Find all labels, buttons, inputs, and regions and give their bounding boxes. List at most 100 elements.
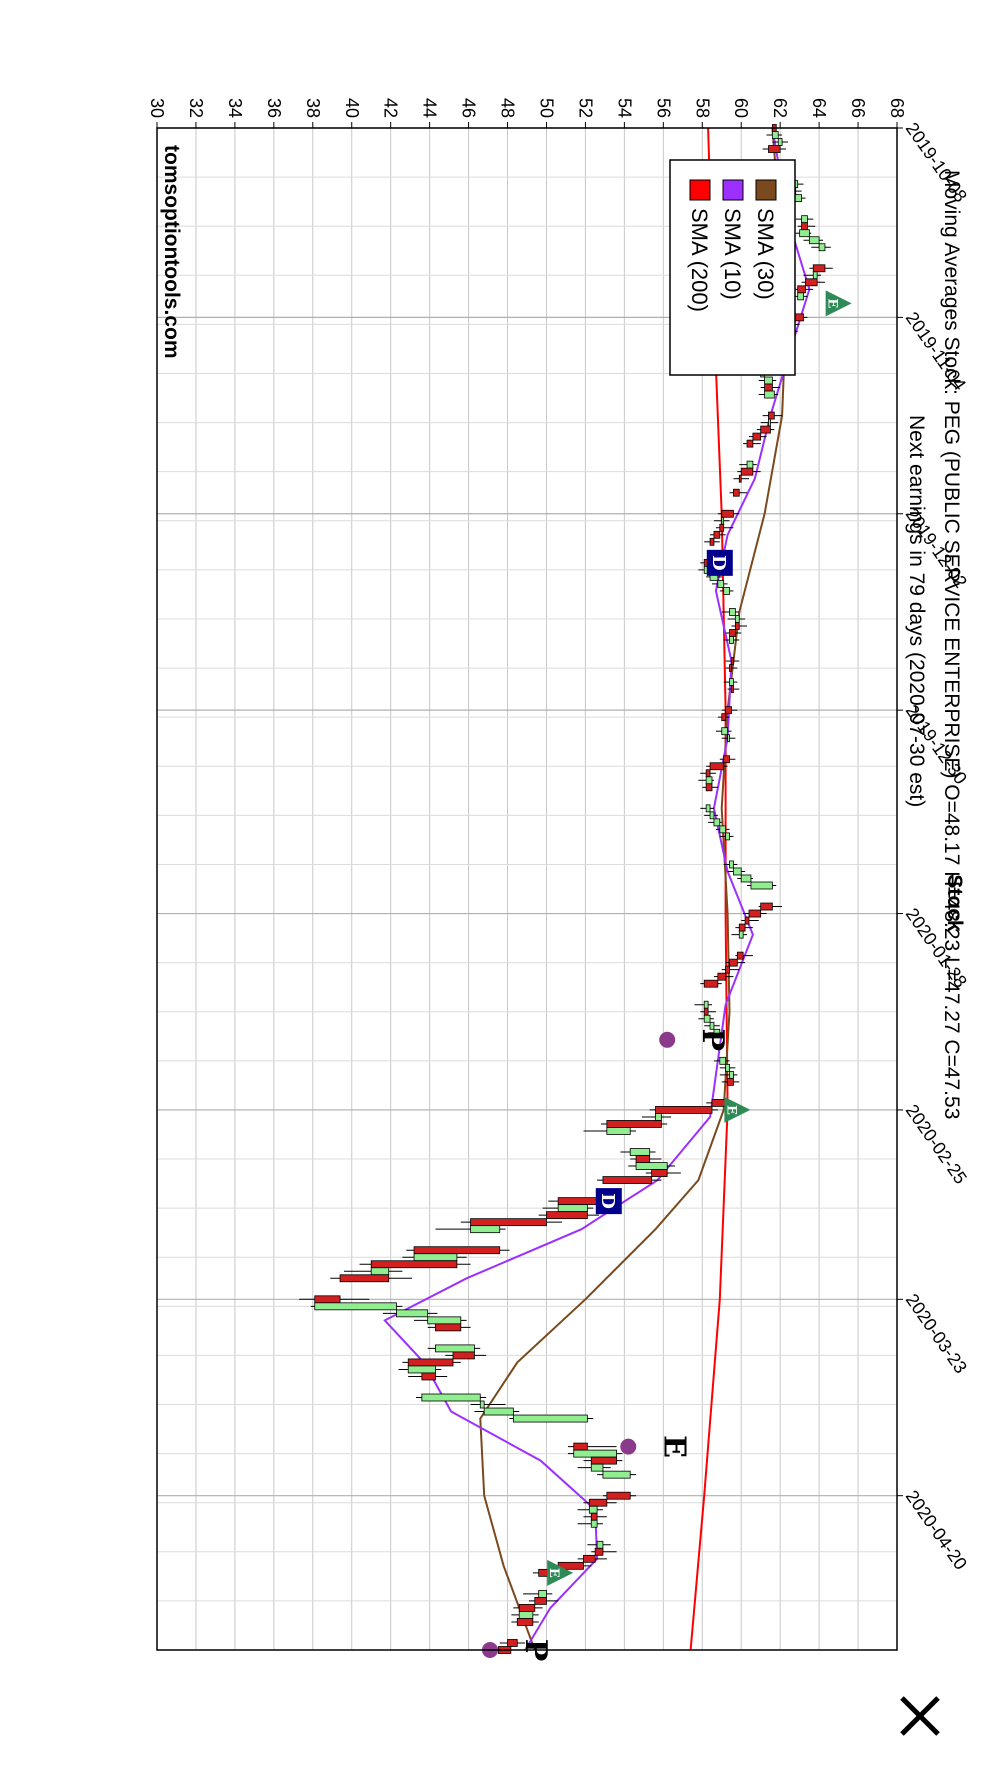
candle-body: [818, 243, 826, 252]
candle-body: [709, 762, 725, 771]
candle-body: [606, 1127, 631, 1135]
candle-body: [407, 1358, 454, 1367]
dividend-marker-label: D: [597, 1193, 618, 1209]
candle-body: [799, 229, 810, 238]
candle-body: [746, 460, 754, 469]
candle-body: [370, 1267, 390, 1276]
candle-body: [518, 1611, 534, 1619]
candle-body: [801, 215, 808, 224]
dividend-marker: [706, 549, 733, 576]
candle-body: [733, 488, 740, 497]
candle-body: [518, 1604, 536, 1612]
y-tick-label: 64: [809, 98, 829, 118]
candle-body: [709, 537, 715, 546]
candle-body: [740, 874, 752, 883]
candle-body: [729, 860, 734, 869]
y-tick-label: 52: [575, 98, 595, 118]
candle-body: [534, 1597, 547, 1605]
y-tick-label: 62: [770, 98, 790, 118]
y-tick-label: 40: [342, 98, 362, 118]
candle-body: [721, 516, 725, 525]
y-tick-label: 60: [731, 98, 751, 118]
candle-body: [721, 713, 727, 722]
candle-body: [703, 1007, 709, 1016]
candle-body: [797, 285, 806, 294]
candle-body: [760, 902, 773, 911]
earnings-marker: [547, 1559, 574, 1586]
y-tick-label: 56: [653, 98, 673, 118]
candle-body: [713, 1028, 721, 1037]
event-dot-label: P: [695, 1029, 730, 1052]
legend-box: [669, 159, 796, 376]
candle-body: [777, 138, 783, 146]
candle-body: [734, 622, 740, 630]
candle-body: [760, 425, 771, 434]
candle-body: [546, 1211, 588, 1220]
candle-body: [602, 1176, 653, 1184]
y-tick-label: 44: [420, 98, 440, 118]
y-axis-ticks: 30 32 34 36 38 40 42 44 46 48 50 52 54 56 58 60 62 64 66 68: [147, 98, 907, 128]
candle-body: [801, 222, 808, 231]
legend: SMA (30) SMA (10) SMA (200): [669, 159, 796, 376]
y-tick-label: 58: [692, 98, 712, 118]
candle-body: [516, 1618, 534, 1626]
candle-body: [427, 1316, 462, 1325]
candle-body: [339, 1274, 390, 1283]
candle-body: [738, 930, 744, 939]
candle-body: [744, 916, 750, 925]
candle-body: [507, 1639, 518, 1647]
candle-body: [764, 376, 773, 385]
y-tick-label: 32: [186, 98, 206, 118]
dividend-marker-label: D: [708, 555, 729, 571]
candle-body: [452, 1351, 475, 1360]
candle-body: [594, 1547, 604, 1556]
candle-body: [606, 1120, 662, 1128]
candle-body: [727, 1077, 734, 1086]
candle-body: [738, 474, 742, 483]
sma-line-200: [689, 127, 729, 1651]
candle-body: [413, 1246, 501, 1255]
candle-body: [733, 867, 742, 876]
candle-body: [768, 418, 771, 427]
candle-body: [738, 923, 746, 932]
candle-body: [655, 1113, 662, 1121]
earnings-marker: [724, 1096, 751, 1123]
candle-body: [407, 1365, 436, 1374]
candle-body: [808, 236, 820, 245]
y-tick-label: 54: [614, 98, 634, 118]
candle-body: [413, 1253, 458, 1262]
candle-body: [750, 881, 773, 890]
candle-body: [635, 1162, 668, 1170]
candle-body: [470, 1225, 501, 1234]
legend-label-sma-10: SMA (10): [720, 208, 745, 300]
chart-title: Moving Averages Stock: PEG (PUBLIC SERVI…: [940, 170, 963, 1119]
y-tick-label: 68: [887, 98, 907, 118]
candle-body: [590, 1463, 604, 1472]
chart-subtitle: Next earnings in 79 days (2020-07-30 est…: [905, 415, 928, 807]
candle-body: [768, 411, 775, 420]
candle-body: [764, 383, 773, 392]
close-button[interactable]: [890, 1686, 950, 1746]
plot-frame: [156, 127, 898, 1651]
candle-body: [588, 1498, 608, 1507]
y-axis-label: Stock: [943, 874, 966, 932]
candle-body: [725, 965, 730, 974]
candle-body: [590, 1456, 617, 1465]
candle-body: [470, 1218, 547, 1227]
candle-body: [746, 439, 754, 448]
watermark: tomsoptiontools.com: [160, 145, 183, 359]
y-tick-label: 66: [848, 98, 868, 118]
candle-body: [812, 264, 826, 273]
candle-body: [573, 1449, 617, 1458]
candle-body: [703, 1014, 711, 1023]
candle-body: [729, 664, 732, 672]
candle-body: [512, 1414, 588, 1423]
candle-body: [635, 1155, 651, 1163]
candle-body: [538, 1589, 547, 1598]
candle-body: [729, 678, 734, 686]
candle-body: [709, 811, 715, 820]
legend-label-sma-200: SMA (200): [687, 208, 712, 312]
candle-body: [583, 1554, 596, 1563]
candle-body: [740, 467, 754, 476]
candle-body: [590, 1512, 598, 1521]
